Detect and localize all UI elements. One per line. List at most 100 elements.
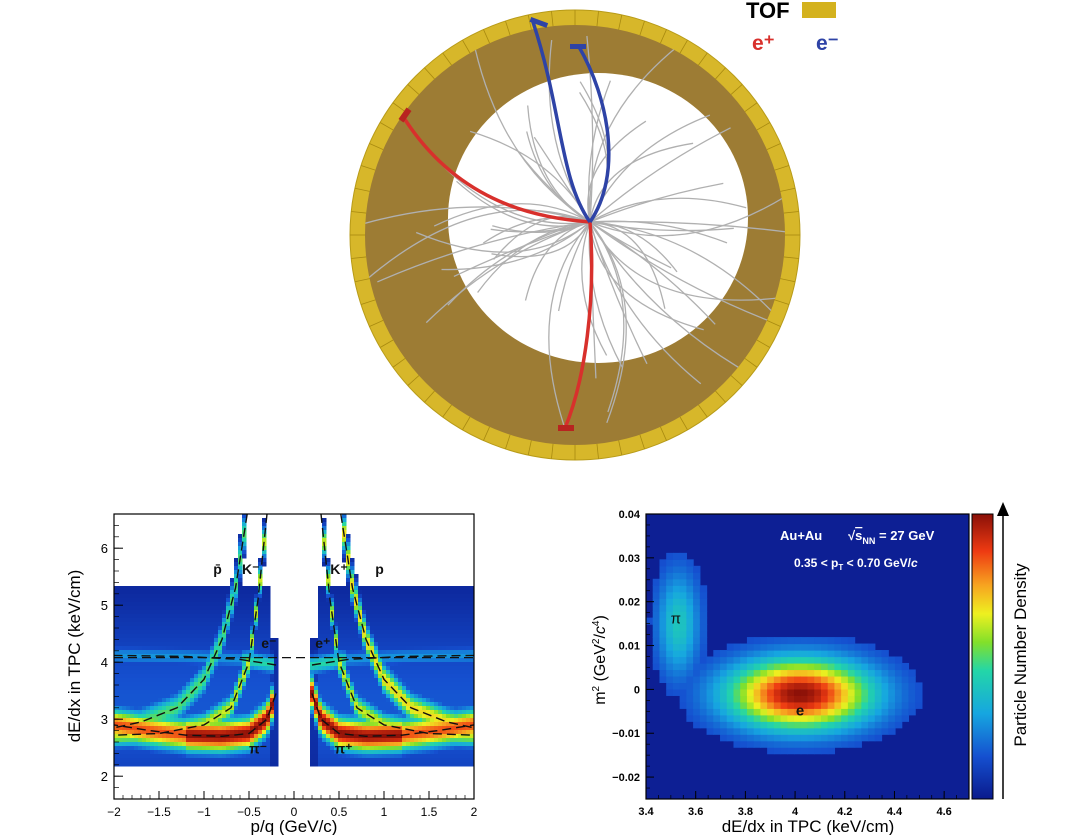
m2-heat-cell <box>814 662 822 671</box>
dedx-heat-cell <box>254 722 259 727</box>
dedx-heat-cell <box>318 746 323 751</box>
dedx-heat-cell <box>130 590 135 595</box>
dedx-heat-cell <box>354 682 359 687</box>
tof-segment-divider <box>596 11 599 27</box>
dedx-heat-cell <box>358 650 363 655</box>
m2-heat-cell <box>854 650 862 658</box>
m2-heat-cell <box>868 688 876 696</box>
dedx-heat-cell <box>246 666 251 671</box>
dedx-heat-cell <box>322 750 327 755</box>
dedx-heat-cell <box>402 682 407 687</box>
dedx-heat-cell <box>242 606 247 611</box>
tof-segment-divider <box>715 67 726 80</box>
m2-heat-cell <box>672 662 681 671</box>
dedx-heat-cell <box>206 726 211 731</box>
dedx-heat-cell <box>442 586 447 591</box>
dedx-heat-cell <box>430 758 435 763</box>
dedx-heat-cell <box>206 750 211 755</box>
dedx-heat-cell <box>462 734 467 739</box>
m2-heat-cell <box>666 559 674 567</box>
dedx-heat-cell <box>466 638 471 643</box>
dedx-heat-cell <box>410 586 415 591</box>
m2-heat-cell <box>847 675 856 684</box>
dedx-heat-cell <box>166 666 171 671</box>
m2-heat-cell <box>713 656 721 664</box>
dedx-heat-cell <box>454 666 459 671</box>
dedx-heat-cell <box>146 754 151 759</box>
dedx-heat-cell <box>174 626 179 631</box>
m2-heat-cell <box>699 695 708 703</box>
dedx-heat-cell <box>242 634 247 639</box>
dedx-heat-cell <box>430 726 435 731</box>
dedx-heat-cell <box>130 710 135 715</box>
dedx-heat-cell <box>206 610 211 615</box>
dedx-heat-cell <box>330 726 335 731</box>
dedx-heat-cell <box>202 646 207 651</box>
dedx-heat-cell <box>194 650 199 655</box>
dedx-heat-cell <box>122 758 127 763</box>
m2-heat-cell <box>834 695 842 703</box>
dedx-heat-cell <box>178 690 183 695</box>
dedx-heat-cell <box>126 650 131 655</box>
m2-heat-cell <box>827 682 836 690</box>
dedx-heat-cell <box>434 710 439 715</box>
dedx-heat-cell <box>430 618 435 623</box>
dedx-heat-cell <box>326 634 331 639</box>
dedx-heat-cell <box>246 722 251 727</box>
m2-heat-cell <box>666 572 674 580</box>
dedx-heat-cell <box>146 630 151 635</box>
dedx-heat-cell <box>322 634 327 639</box>
dedx-heat-cell <box>342 746 347 751</box>
dedx-heat-cell <box>250 598 255 603</box>
dedx-heat-cell <box>458 694 463 699</box>
dedx-heat-cell <box>318 742 323 747</box>
m2-heat-cell <box>861 695 869 703</box>
dedx-heat-cell <box>418 602 423 607</box>
dedx-heat-cell <box>130 754 135 759</box>
dedx-heat-cell <box>186 718 191 723</box>
dedx-heat-cell <box>454 614 459 619</box>
dedx-heat-cell <box>346 722 351 727</box>
m2-y-tick-label: 0 <box>634 684 640 696</box>
m2-heat-cell <box>740 714 748 722</box>
dedx-heat-cell <box>170 706 175 711</box>
dedx-heat-cell <box>458 682 463 687</box>
dedx-heat-cell <box>398 666 403 671</box>
dedx-heat-cell <box>310 738 315 743</box>
dedx-heat-cell <box>350 638 355 643</box>
dedx-heat-cell <box>138 738 143 743</box>
dedx-heat-cell <box>130 650 135 655</box>
dedx-heatmap <box>114 514 474 767</box>
dedx-heat-cell <box>118 666 123 671</box>
m2-heat-cell <box>901 675 910 684</box>
dedx-heat-cell <box>174 646 179 651</box>
dedx-heat-cell <box>470 670 474 675</box>
m2-heat-cell <box>807 682 815 690</box>
m2-heat-cell <box>847 643 856 651</box>
dedx-heat-cell <box>342 538 347 543</box>
m2-heat-cell <box>753 675 761 684</box>
dedx-heat-cell <box>154 626 159 631</box>
dedx-heat-cell <box>178 730 183 735</box>
m2-heat-cell <box>861 643 869 651</box>
dedx-heat-cell <box>186 602 191 607</box>
dedx-heat-cell <box>134 594 139 599</box>
m2-heat-cell <box>733 734 741 742</box>
dedx-heat-cell <box>154 666 159 671</box>
dedx-heat-cell <box>414 646 419 651</box>
dedx-heat-cell <box>338 734 343 739</box>
dedx-heat-cell <box>462 662 467 667</box>
dedx-heat-cell <box>394 586 399 591</box>
dedx-heat-cell <box>438 646 443 651</box>
dedx-heat-cell <box>138 610 143 615</box>
dedx-heat-cell <box>462 594 467 599</box>
dedx-heat-cell <box>454 694 459 699</box>
dedx-heat-cell <box>434 738 439 743</box>
dedx-heat-cell <box>238 702 243 707</box>
dedx-heat-cell <box>218 674 223 679</box>
dedx-heat-cell <box>406 718 411 723</box>
dedx-heat-cell <box>154 634 159 639</box>
dedx-heat-cell <box>318 658 323 663</box>
m2-heat-cell <box>888 662 896 671</box>
dedx-heat-cell <box>366 726 371 731</box>
